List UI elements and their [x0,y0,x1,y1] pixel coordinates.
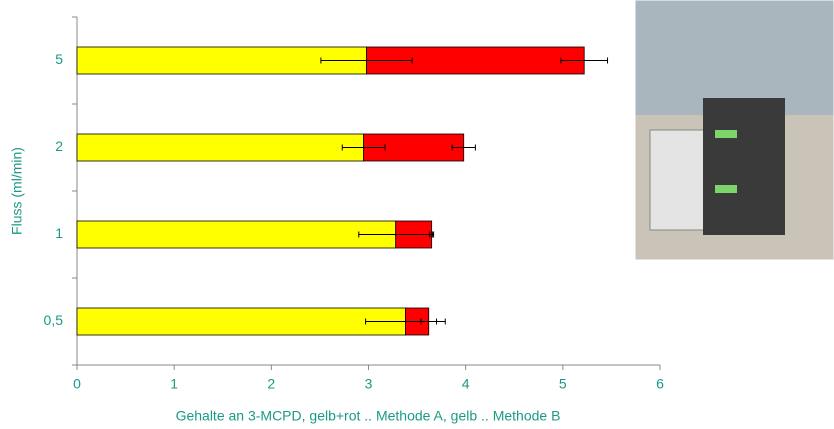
photo [634,0,834,261]
error-bar [320,57,413,64]
x-tick-label: 5 [559,376,567,392]
y-tick-label: 0,5 [44,312,64,328]
error-bar [560,57,609,64]
x-tick-label: 2 [267,376,275,392]
bar-segment [76,307,406,336]
photo-display [715,185,737,193]
photo-display [715,130,737,138]
photo-frame [634,0,834,261]
error-bar [451,144,476,151]
error-bar [429,231,435,238]
error-bar [341,144,386,151]
error-bar [420,318,438,325]
y-tick-label: 2 [55,138,63,154]
x-tick-label: 0 [73,376,81,392]
photo-computer [649,129,706,231]
y-tick-label: 1 [55,225,63,241]
x-tick-label: 1 [170,376,178,392]
x-axis-label: Gehalte an 3-MCPD, gelb+rot .. Methode A… [176,408,561,424]
bar-segment [76,46,367,75]
photo-device [703,98,785,235]
bar-segment [76,220,397,249]
y-axis-label: Fluss (ml/min) [9,147,25,235]
x-tick-label: 3 [365,376,373,392]
photo-shelf [635,0,834,115]
bar-segment [76,133,365,162]
y-tick-label: 5 [55,51,63,67]
x-tick-label: 4 [462,376,470,392]
x-tick-label: 6 [656,376,664,392]
